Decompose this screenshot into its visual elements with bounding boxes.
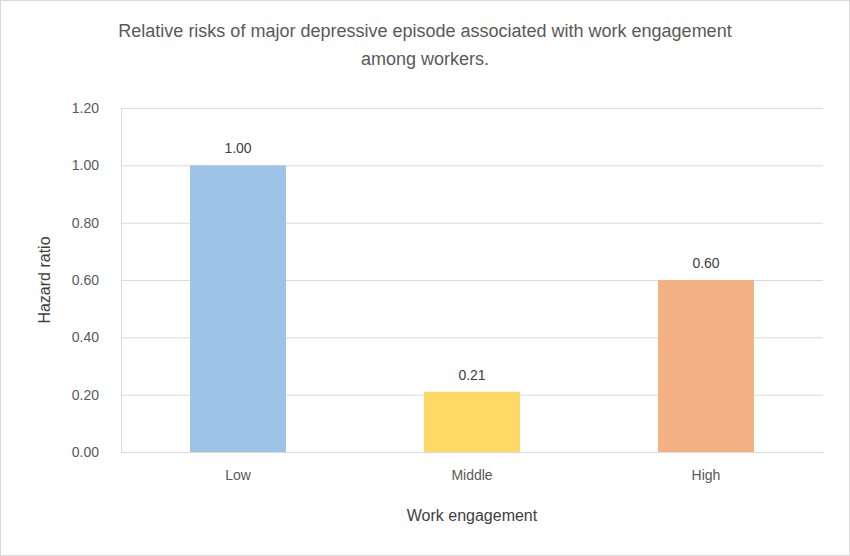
y-axis: 0.00 0.20 0.40 0.60 0.80 1.00 1.20 bbox=[72, 100, 823, 460]
x-tick-label: Low bbox=[225, 467, 252, 483]
grid-line bbox=[121, 452, 823, 453]
title-line: among workers. bbox=[361, 49, 489, 69]
y-tick-label: 0.80 bbox=[72, 215, 99, 231]
y-tick: 1.00 bbox=[72, 157, 823, 173]
bar bbox=[658, 280, 754, 452]
x-axis-line bbox=[122, 452, 824, 453]
y-tick-label: 0.60 bbox=[72, 272, 99, 288]
y-tick-label: 0.20 bbox=[72, 387, 99, 403]
y-axis-title: Hazard ratio bbox=[36, 236, 53, 323]
data-label: 1.00 bbox=[224, 140, 251, 156]
data-label: 0.60 bbox=[692, 255, 719, 271]
x-tick-label: High bbox=[692, 467, 721, 483]
plot-area: 0.00 0.20 0.40 0.60 0.80 1.00 1.20 Low Middle Hig… bbox=[72, 100, 824, 483]
x-axis-title: Work engagement bbox=[407, 507, 538, 524]
y-tick-label: 1.20 bbox=[72, 100, 99, 116]
y-tick: 1.20 bbox=[72, 100, 823, 116]
y-tick-label: 0.40 bbox=[72, 329, 99, 345]
x-tick: High bbox=[692, 467, 721, 483]
title: Relative risks of major depressive episo… bbox=[118, 21, 731, 69]
title-line: Relative risks of major depressive episo… bbox=[118, 21, 731, 41]
data-labels: 1.00 0.21 0.60 bbox=[224, 140, 719, 382]
y-tick-label: 0.00 bbox=[72, 444, 99, 460]
data-label: 0.21 bbox=[458, 367, 485, 383]
x-axis: Low Middle High bbox=[122, 453, 824, 483]
grid-line bbox=[121, 108, 823, 109]
y-tick-label: 1.00 bbox=[72, 157, 99, 173]
x-tick: Low bbox=[225, 467, 252, 483]
bar bbox=[424, 392, 520, 452]
background bbox=[1, 1, 850, 556]
y-tick: 0.80 bbox=[72, 215, 823, 231]
bar bbox=[190, 165, 286, 452]
chart: 0.00 0.20 0.40 0.60 0.80 1.00 1.20 Low Middle Hig… bbox=[0, 0, 850, 556]
bars bbox=[190, 165, 754, 452]
x-tick-label: Middle bbox=[451, 467, 492, 483]
x-tick: Middle bbox=[451, 467, 492, 483]
